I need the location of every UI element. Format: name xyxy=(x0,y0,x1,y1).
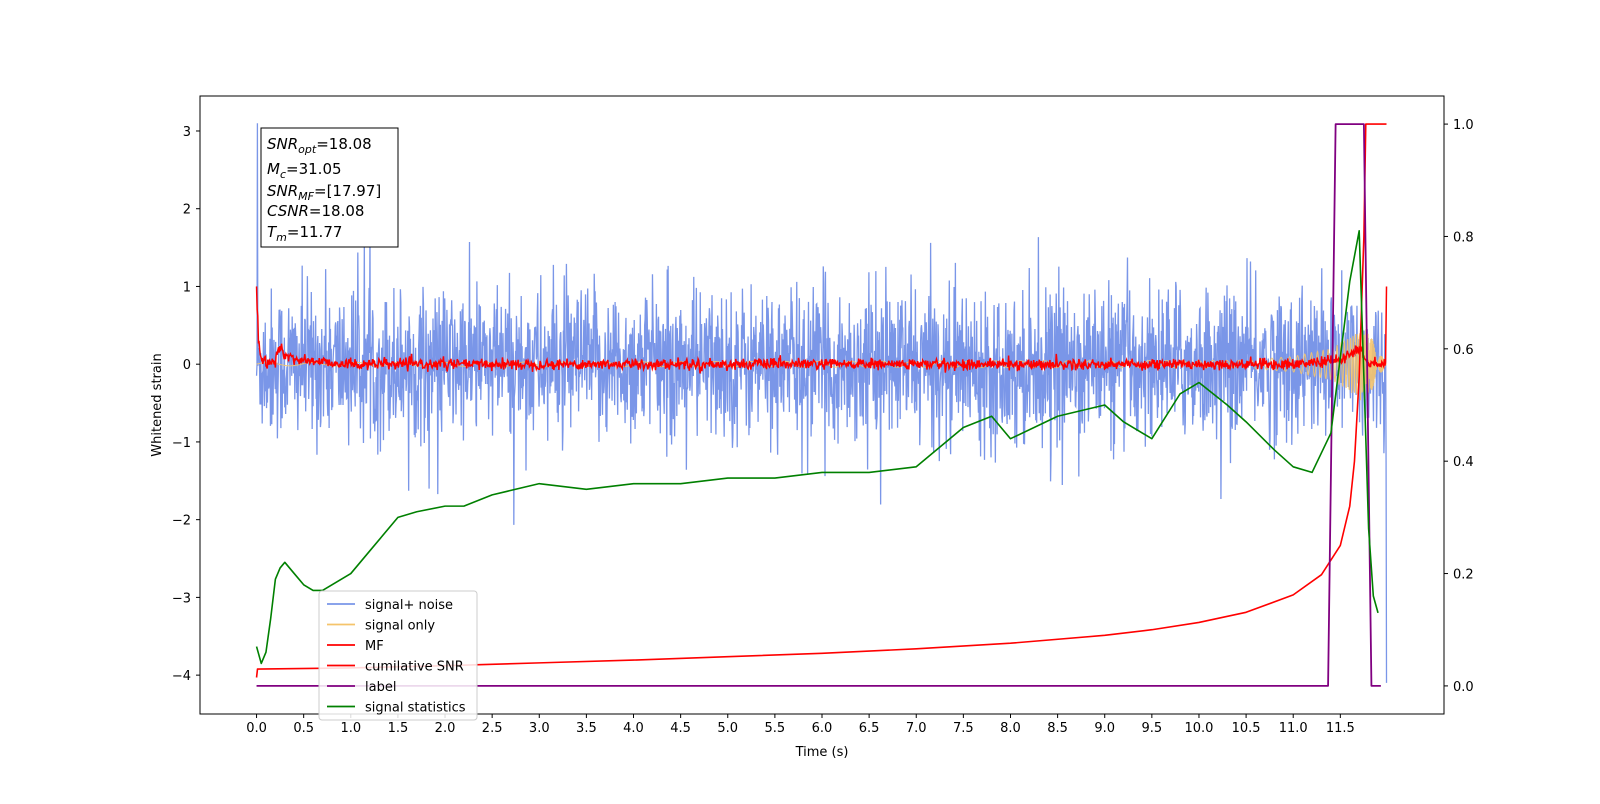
x-tick-label: 3.5 xyxy=(576,721,597,736)
x-tick-label: 6.0 xyxy=(812,721,833,736)
x-tick-label: 3.0 xyxy=(529,721,550,736)
y-tick-label-right: 1.0 xyxy=(1453,118,1474,133)
y-tick-label-left: −3 xyxy=(172,591,191,606)
annotation-box: SNRopt=18.08 Mc=31.05 SNRMF=[17.97] CSNR… xyxy=(260,127,399,248)
x-tick-label: 1.0 xyxy=(340,721,361,736)
y-tick-label-left: −2 xyxy=(172,514,191,529)
x-tick-label: 9.0 xyxy=(1094,721,1115,736)
y-tick-label-left: −4 xyxy=(172,669,191,684)
x-tick-label: 7.0 xyxy=(906,721,927,736)
x-tick-label: 5.0 xyxy=(717,721,738,736)
annotation-line-4: CSNR=18.08 xyxy=(267,202,364,220)
annotation-line-3: SNRMF=[17.97] xyxy=(267,182,381,203)
y-axis-left-ticks: 3 2 1 0 −1 −2 −3 −4 xyxy=(172,125,200,684)
x-tick-label: 1.5 xyxy=(388,721,409,736)
legend-label: signal only xyxy=(365,619,435,634)
x-axis-ticks: 0.0 0.5 1.0 1.5 2.0 2.5 3.0 3.5 4.0 4.5 5.0 5.5 6.0 6… xyxy=(246,714,1355,736)
annotation-line-2: Mc=31.05 xyxy=(267,160,342,181)
legend-label: signal+ noise xyxy=(365,598,453,613)
y-tick-label-left: 2 xyxy=(183,203,191,218)
series-line-cumulative-snr xyxy=(255,123,1387,678)
y-tick-label-right: 0.4 xyxy=(1453,455,1474,470)
x-tick-label: 10.0 xyxy=(1184,721,1213,736)
x-axis-label: Time (s) xyxy=(795,745,849,760)
annotation-line-1: SNRopt=18.08 xyxy=(267,135,372,156)
y-tick-label-left: −1 xyxy=(172,436,191,451)
legend-label: MF xyxy=(365,639,384,654)
x-tick-label: 10.5 xyxy=(1232,721,1261,736)
series-line-label xyxy=(256,123,1381,687)
y-tick-label-right: 0.6 xyxy=(1453,343,1474,358)
x-tick-label: 8.0 xyxy=(1000,721,1021,736)
y-tick-label-left: 0 xyxy=(183,358,191,373)
x-tick-label: 5.5 xyxy=(765,721,786,736)
legend-label: cumilative SNR xyxy=(365,660,464,675)
legend-label: label xyxy=(365,680,396,695)
x-tick-label: 4.5 xyxy=(670,721,691,736)
x-tick-label: 2.0 xyxy=(435,721,456,736)
series-line-signal-statistics xyxy=(255,230,1379,665)
x-tick-label: 9.5 xyxy=(1142,721,1163,736)
x-tick-label: 2.5 xyxy=(482,721,503,736)
x-tick-label: 4.0 xyxy=(623,721,644,736)
x-tick-label: 6.5 xyxy=(859,721,880,736)
y-tick-label-right: 0.0 xyxy=(1453,680,1474,695)
x-tick-label: 8.5 xyxy=(1047,721,1068,736)
legend: signal+ noise signal only MF cumilative SNR… xyxy=(318,590,478,721)
series-line-signal-noise xyxy=(255,123,1388,683)
y-tick-label-right: 0.8 xyxy=(1453,230,1474,245)
x-tick-label: 11.0 xyxy=(1279,721,1308,736)
y-axis-right-ticks: 1.0 0.8 0.6 0.4 0.2 0.0 xyxy=(1444,118,1474,695)
x-tick-label: 11.5 xyxy=(1326,721,1355,736)
x-tick-label: 0.0 xyxy=(246,721,267,736)
series-line-mf xyxy=(255,286,1388,374)
legend-label: signal statistics xyxy=(365,701,466,716)
y-tick-label-left: 1 xyxy=(183,280,191,295)
annotation-line-5: Tm=11.77 xyxy=(267,223,342,244)
y-tick-label-left: 3 xyxy=(183,125,191,140)
y-axis-label: Whitened strain xyxy=(150,353,165,456)
series-layer xyxy=(255,123,1388,687)
y-tick-label-right: 0.2 xyxy=(1453,568,1474,583)
x-tick-label: 7.5 xyxy=(953,721,974,736)
x-tick-label: 0.5 xyxy=(293,721,314,736)
